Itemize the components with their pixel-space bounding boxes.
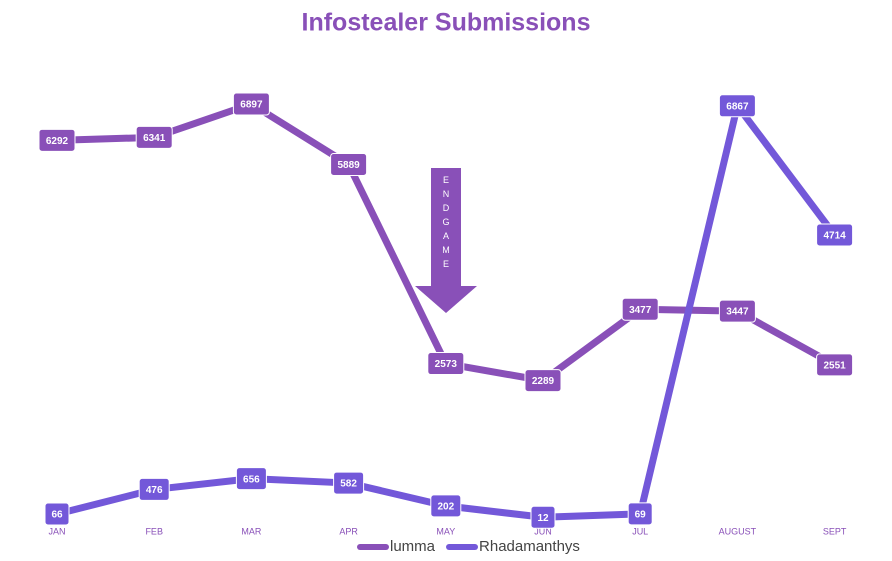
data-label: 202 <box>437 502 454 513</box>
data-label: 2551 <box>823 361 846 372</box>
data-label: 656 <box>243 474 260 485</box>
x-tick-label: FEB <box>145 526 163 536</box>
data-label: 6341 <box>143 133 166 144</box>
data-label-box <box>621 297 659 321</box>
data-label-box <box>430 494 462 518</box>
data-label: 69 <box>635 509 647 520</box>
data-label-box <box>38 128 76 152</box>
data-label: 3447 <box>726 307 749 318</box>
data-label-box <box>530 505 556 529</box>
data-label: 12 <box>537 513 549 524</box>
data-label: 5889 <box>337 160 360 171</box>
x-tick-label: MAY <box>436 526 455 536</box>
data-label-box <box>333 471 365 495</box>
x-tick-label: JUN <box>534 526 552 536</box>
chart-title: Infostealer Submissions <box>302 9 591 37</box>
data-label: 582 <box>340 479 357 490</box>
data-label: 4714 <box>823 231 846 242</box>
x-tick-label: JAN <box>48 526 65 536</box>
data-label: 3477 <box>629 305 652 316</box>
data-label-box <box>232 92 270 116</box>
data-label: 2289 <box>532 376 555 387</box>
data-label-box <box>718 94 756 118</box>
data-label-box <box>718 299 756 323</box>
data-label-box <box>330 153 368 177</box>
data-label-box <box>235 467 267 491</box>
x-tick-label: APR <box>339 526 358 536</box>
data-label: 2573 <box>435 359 458 370</box>
data-label: 66 <box>51 510 63 521</box>
x-tick-label: JUL <box>632 526 648 536</box>
data-label: 6867 <box>726 101 749 112</box>
data-label-box <box>138 477 170 501</box>
data-label-box <box>816 353 854 377</box>
data-label: 6897 <box>240 100 263 111</box>
data-label-box <box>44 502 70 526</box>
data-label-box <box>627 502 653 526</box>
data-label: 6292 <box>46 136 69 147</box>
legend-label: lumma <box>390 538 436 555</box>
annotation-arrow <box>415 168 477 313</box>
x-tick-label: MAR <box>241 526 262 536</box>
data-label-box <box>135 125 173 149</box>
x-tick-label: SEPT <box>823 526 847 536</box>
legend-label: Rhadamanthys <box>479 538 580 555</box>
data-label: 476 <box>146 485 163 496</box>
data-label-box <box>816 223 854 247</box>
data-label-box <box>427 352 465 376</box>
x-tick-label: AUGUST <box>719 526 757 536</box>
annotation: ENDGAME <box>441 175 451 273</box>
data-label-box <box>524 369 562 393</box>
